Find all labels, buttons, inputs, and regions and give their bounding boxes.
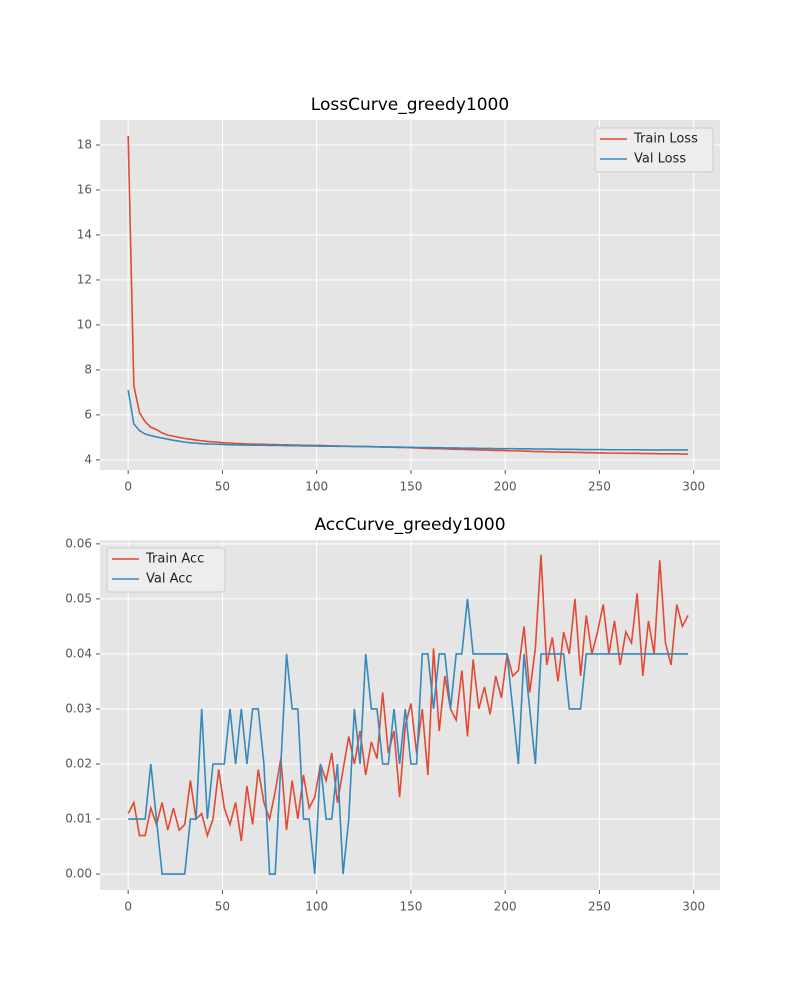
y-tick-label: 8 xyxy=(84,362,92,376)
y-tick-label: 10 xyxy=(77,317,92,331)
x-tick-label: 50 xyxy=(215,480,230,494)
series-line xyxy=(127,554,689,842)
x-tick-label: 200 xyxy=(494,480,517,494)
x-tick-label: 0 xyxy=(124,480,132,494)
x-tick-label: 250 xyxy=(588,900,611,914)
y-tick-label: 0.05 xyxy=(65,591,92,605)
x-tick-label: 0 xyxy=(124,900,132,914)
y-tick-label: 16 xyxy=(77,182,92,196)
legend-label: Train Loss xyxy=(633,132,698,147)
plot-area xyxy=(100,540,720,890)
panel: LossCurve_greedy1000 0 50 100 150 200 250 300 4 6… xyxy=(77,95,720,494)
legend-label: Train Acc xyxy=(145,552,204,567)
chart-title: LossCurve_greedy1000 xyxy=(311,95,509,115)
x-tick-label: 200 xyxy=(494,900,517,914)
x-tick-label: 50 xyxy=(215,900,230,914)
y-tick-label: 12 xyxy=(77,272,92,286)
x-tick-label: 100 xyxy=(305,900,328,914)
y-tick-label: 0.00 xyxy=(65,867,92,881)
chart-title: AccCurve_greedy1000 xyxy=(314,515,505,535)
y-tick-label: 0.04 xyxy=(65,646,92,660)
y-tick-label: 6 xyxy=(84,407,92,421)
x-tick-label: 300 xyxy=(682,900,705,914)
legend: Train Acc Val Acc xyxy=(106,547,226,593)
legend-label: Val Loss xyxy=(634,152,686,167)
y-tick-label: 18 xyxy=(77,137,92,151)
y-tick-label: 0.02 xyxy=(65,757,92,771)
y-tick-label: 0.03 xyxy=(65,701,92,715)
series-line xyxy=(128,598,689,875)
legend-label: Val Acc xyxy=(146,572,193,587)
y-tick-label: 0.01 xyxy=(65,812,92,826)
x-tick-label: 150 xyxy=(399,900,422,914)
plot-area xyxy=(100,120,720,470)
series-line xyxy=(127,390,689,451)
panel: AccCurve_greedy1000 0 50 100 150 200 250 300 0.0… xyxy=(65,515,720,914)
y-tick-label: 14 xyxy=(77,227,92,241)
x-tick-label: 150 xyxy=(399,480,422,494)
x-tick-label: 250 xyxy=(588,480,611,494)
legend: Train Loss Val Loss xyxy=(594,127,714,173)
x-tick-label: 300 xyxy=(682,480,705,494)
y-tick-label: 0.06 xyxy=(65,536,92,550)
x-tick-label: 100 xyxy=(305,480,328,494)
y-tick-label: 4 xyxy=(84,452,92,466)
